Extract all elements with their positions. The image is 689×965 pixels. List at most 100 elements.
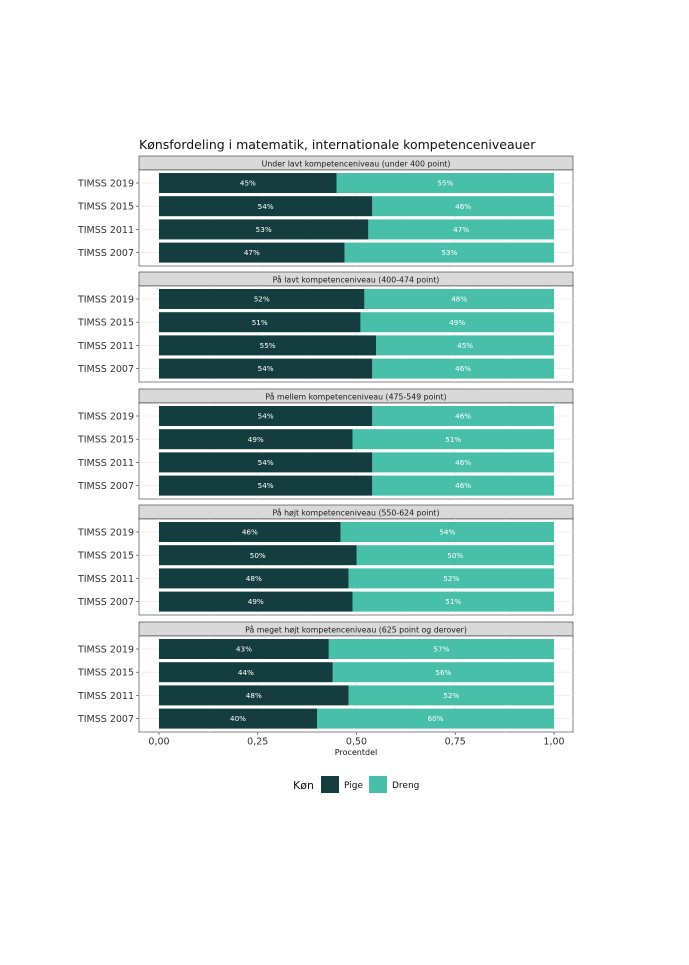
bar-dreng bbox=[372, 406, 554, 426]
bar-value-label: 48% bbox=[246, 574, 262, 583]
x-tick-label: 1,00 bbox=[543, 737, 564, 748]
facet-panel: På lavt kompetenceniveau (400-474 point)… bbox=[77, 271, 574, 383]
bar-value-label: 56% bbox=[435, 668, 451, 677]
x-tick-label: 0,00 bbox=[148, 737, 169, 748]
bar-pige bbox=[159, 196, 373, 217]
legend-title: Køn bbox=[293, 779, 314, 792]
bar-pige bbox=[159, 289, 365, 309]
bar-pige bbox=[159, 522, 341, 542]
bar-dreng bbox=[372, 475, 554, 496]
bar-pige bbox=[159, 568, 349, 589]
bar-dreng bbox=[376, 335, 554, 356]
bar-value-label: 51% bbox=[252, 318, 268, 327]
bar-pige bbox=[159, 312, 361, 333]
bar-pige bbox=[159, 662, 333, 683]
bar-value-label: 57% bbox=[433, 645, 449, 654]
bar-pige bbox=[159, 406, 373, 426]
facet-panel: Under lavt kompetenceniveau (under 400 p… bbox=[77, 155, 574, 267]
bar-value-label: 55% bbox=[260, 341, 276, 350]
y-tick-label: TIMSS 2011 bbox=[77, 458, 134, 469]
bar-pige bbox=[159, 685, 349, 706]
bar-dreng bbox=[348, 685, 554, 706]
bar-value-label: 50% bbox=[447, 551, 463, 560]
bar-pige bbox=[159, 358, 373, 379]
bar-dreng bbox=[364, 289, 554, 309]
bar-pige bbox=[159, 591, 353, 612]
facet-strip-label: På højt kompetenceniveau (550-624 point) bbox=[273, 508, 440, 517]
bar-dreng bbox=[317, 708, 554, 729]
bar-value-label: 54% bbox=[258, 458, 274, 467]
y-tick-label: TIMSS 2011 bbox=[77, 574, 134, 585]
bar-dreng bbox=[372, 196, 554, 217]
bar-value-label: 45% bbox=[457, 341, 473, 350]
facet-panel: På meget højt kompetenceniveau (625 poin… bbox=[77, 621, 574, 733]
bar-value-label: 54% bbox=[439, 528, 455, 537]
bar-dreng bbox=[356, 545, 554, 566]
bar-value-label: 46% bbox=[455, 412, 471, 421]
bar-dreng bbox=[352, 429, 554, 450]
bar-value-label: 54% bbox=[258, 364, 274, 373]
bar-value-label: 44% bbox=[238, 668, 254, 677]
y-tick-label: TIMSS 2011 bbox=[77, 341, 134, 352]
facet-strip-label: På mellem kompetenceniveau (475-549 poin… bbox=[265, 392, 446, 401]
bar-value-label: 54% bbox=[258, 412, 274, 421]
bar-dreng bbox=[368, 219, 554, 240]
bar-value-label: 43% bbox=[236, 645, 252, 654]
bar-value-label: 49% bbox=[449, 318, 465, 327]
y-tick-label: TIMSS 2019 bbox=[77, 294, 134, 305]
facet-panel: På højt kompetenceniveau (550-624 point)… bbox=[77, 504, 574, 616]
y-tick-label: TIMSS 2007 bbox=[77, 248, 134, 259]
bar-pige bbox=[159, 173, 337, 193]
y-tick-label: TIMSS 2019 bbox=[77, 527, 134, 538]
bar-value-label: 52% bbox=[254, 295, 270, 304]
bar-value-label: 49% bbox=[248, 597, 264, 606]
bar-pige bbox=[159, 452, 373, 473]
y-tick-label: TIMSS 2007 bbox=[77, 481, 134, 492]
bar-value-label: 40% bbox=[230, 714, 246, 723]
y-tick-label: TIMSS 2007 bbox=[77, 714, 134, 725]
bar-value-label: 60% bbox=[428, 714, 444, 723]
bar-dreng bbox=[352, 591, 554, 612]
bar-dreng bbox=[328, 639, 554, 659]
y-tick-label: TIMSS 2015 bbox=[77, 551, 134, 562]
bar-dreng bbox=[372, 452, 554, 473]
y-tick-label: TIMSS 2019 bbox=[77, 644, 134, 655]
facet-strip-label: På lavt kompetenceniveau (400-474 point) bbox=[273, 275, 440, 284]
y-tick-label: TIMSS 2011 bbox=[77, 691, 134, 702]
bar-value-label: 53% bbox=[441, 248, 457, 257]
bar-value-label: 48% bbox=[451, 295, 467, 304]
bar-value-label: 46% bbox=[455, 458, 471, 467]
y-tick-label: TIMSS 2015 bbox=[77, 318, 134, 329]
bar-value-label: 45% bbox=[240, 179, 256, 188]
y-tick-label: TIMSS 2019 bbox=[77, 178, 134, 189]
bar-value-label: 49% bbox=[248, 435, 264, 444]
bar-value-label: 51% bbox=[445, 597, 461, 606]
bar-pige bbox=[159, 429, 353, 450]
y-tick-label: TIMSS 2011 bbox=[77, 225, 134, 236]
facet-strip-label: På meget højt kompetenceniveau (625 poin… bbox=[245, 625, 467, 634]
y-tick-label: TIMSS 2007 bbox=[77, 597, 134, 608]
x-tick-label: 0,50 bbox=[346, 737, 367, 748]
bar-value-label: 47% bbox=[453, 225, 469, 234]
bar-pige bbox=[159, 335, 377, 356]
bar-value-label: 52% bbox=[443, 574, 459, 583]
bar-value-label: 48% bbox=[246, 691, 262, 700]
facet-panel: På mellem kompetenceniveau (475-549 poin… bbox=[77, 388, 574, 500]
bar-pige bbox=[159, 708, 317, 729]
x-axis: 0,00 0,25 0,50 0,75 1,00 bbox=[148, 732, 565, 748]
y-tick-label: TIMSS 2015 bbox=[77, 202, 134, 213]
chart-title: Kønsfordeling i matematik, international… bbox=[139, 137, 536, 152]
bar-dreng bbox=[348, 568, 554, 589]
bar-pige bbox=[159, 242, 345, 263]
bar-dreng bbox=[360, 312, 554, 333]
bar-dreng bbox=[344, 242, 554, 263]
bar-pige bbox=[159, 219, 369, 240]
y-tick-label: TIMSS 2007 bbox=[77, 364, 134, 375]
bar-value-label: 46% bbox=[242, 528, 258, 537]
bar-value-label: 54% bbox=[258, 202, 274, 211]
bar-value-label: 46% bbox=[455, 364, 471, 373]
bar-value-label: 46% bbox=[455, 481, 471, 490]
bar-pige bbox=[159, 475, 373, 496]
x-tick-label: 0,75 bbox=[445, 737, 466, 748]
